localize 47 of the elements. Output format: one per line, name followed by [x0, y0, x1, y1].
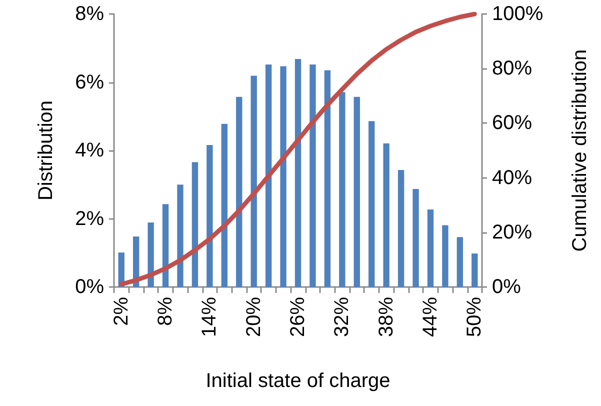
x-tick-label: 26%	[287, 296, 309, 338]
bar	[412, 189, 419, 287]
y-tick-label: 0%	[75, 276, 104, 298]
y-tick-label: 4%	[75, 140, 104, 162]
y-tick-label: 8%	[75, 3, 104, 25]
bar	[162, 204, 169, 287]
x-tick-label: 8%	[154, 296, 177, 326]
bar	[324, 70, 331, 287]
x-tick-label: 44%	[419, 296, 442, 338]
bar	[398, 170, 404, 287]
bar	[427, 210, 434, 287]
y-tick-label: 6%	[75, 71, 104, 94]
x-axis-title: Initial state of charge	[206, 370, 390, 392]
bar	[442, 225, 448, 287]
line-series	[119, 12, 477, 287]
y2-tick-label: 60%	[492, 112, 532, 134]
bar	[236, 96, 242, 287]
y2-tick-label: 0%	[492, 276, 522, 298]
bar	[250, 76, 257, 287]
x-tick-label: 32%	[331, 296, 354, 338]
x-tick-label: 38%	[375, 296, 398, 338]
bar	[472, 254, 478, 287]
bar	[192, 162, 198, 287]
bar	[456, 237, 464, 287]
x-tick-label: 20%	[242, 296, 265, 338]
bar	[280, 66, 286, 287]
y2-tick-label: 100%	[492, 3, 544, 25]
bar	[339, 92, 346, 287]
y2-axis-title: Cumulative distribution	[569, 49, 591, 252]
x-tick-label: 14%	[198, 296, 221, 338]
y2-tick-label: 20%	[492, 221, 532, 244]
y-tick-label: 2%	[75, 208, 104, 230]
bar	[294, 59, 302, 287]
y2-tick-label: 40%	[492, 166, 532, 189]
bar	[310, 64, 316, 287]
bar	[221, 124, 228, 287]
bar	[354, 96, 360, 287]
y-axis-title: Distribution	[35, 100, 57, 201]
bar	[265, 64, 272, 287]
bar	[383, 143, 390, 287]
x-tick-label: 50%	[464, 296, 486, 338]
bar	[177, 184, 184, 287]
y2-tick-label: 80%	[492, 58, 532, 80]
bar	[148, 222, 154, 287]
bar	[206, 145, 213, 287]
bar	[368, 121, 375, 287]
x-tick-label: 2%	[110, 296, 132, 326]
